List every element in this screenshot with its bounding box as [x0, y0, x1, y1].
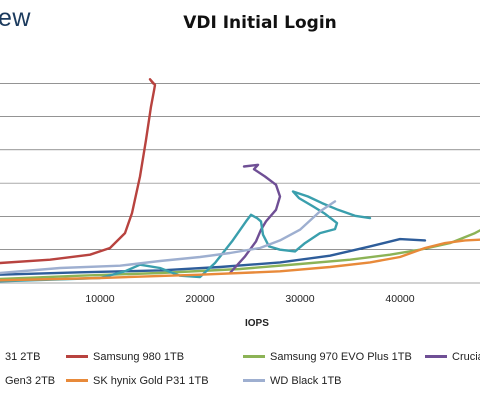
- legend-swatch: [425, 354, 447, 358]
- legend-item-crucial: Crucia: [425, 351, 480, 365]
- legend-label: Crucia: [452, 351, 480, 363]
- legend-item-sk-hynix-gold-p31-1tb: SK hynix Gold P31 1TB: [66, 375, 209, 389]
- legend-label: WD Black 1TB: [270, 375, 342, 387]
- legend-item-wd-black-1tb: WD Black 1TB: [243, 375, 342, 389]
- x-tick-label: 30000: [285, 293, 314, 305]
- legend-item-gen3-2tb: Gen3 2TB: [0, 375, 55, 389]
- gridlines: [0, 82, 480, 251]
- x-axis-label: IOPS: [245, 318, 269, 329]
- legend-swatch: [243, 378, 265, 382]
- x-tick-label: 40000: [385, 293, 414, 305]
- legend-label: 31 2TB: [5, 351, 41, 363]
- legend-label: Samsung 980 1TB: [93, 351, 185, 363]
- brand-logo: ew: [0, 4, 31, 32]
- series-line-5: [0, 238, 480, 282]
- legend-item-samsung-970-evo-plus-1tb: Samsung 970 EVO Plus 1TB: [243, 351, 412, 365]
- x-tick-labels: 10000 20000 30000 40000: [85, 293, 414, 305]
- series-line-1: [0, 78, 157, 265]
- legend-swatch: [66, 378, 88, 382]
- series-line-2: [0, 229, 480, 281]
- legend-swatch: [66, 354, 88, 358]
- x-tick-label: 20000: [185, 293, 214, 305]
- legend-label: Samsung 970 EVO Plus 1TB: [270, 351, 412, 363]
- legend-swatch: [243, 354, 265, 358]
- series-line-6: [0, 200, 337, 275]
- series-line-0: [0, 237, 427, 276]
- x-tick-label: 10000: [85, 293, 114, 305]
- legend-item-samsung-980-1tb: Samsung 980 1TB: [66, 351, 184, 365]
- series-lines: [0, 78, 480, 283]
- legend-label: Gen3 2TB: [5, 375, 56, 387]
- chart-title: VDI Initial Login: [183, 13, 337, 33]
- legend-item-wd-sn 31-2tb: 31 2TB: [0, 351, 40, 365]
- legend-label: SK hynix Gold P31 1TB: [93, 375, 209, 387]
- series-line-3: [228, 163, 282, 275]
